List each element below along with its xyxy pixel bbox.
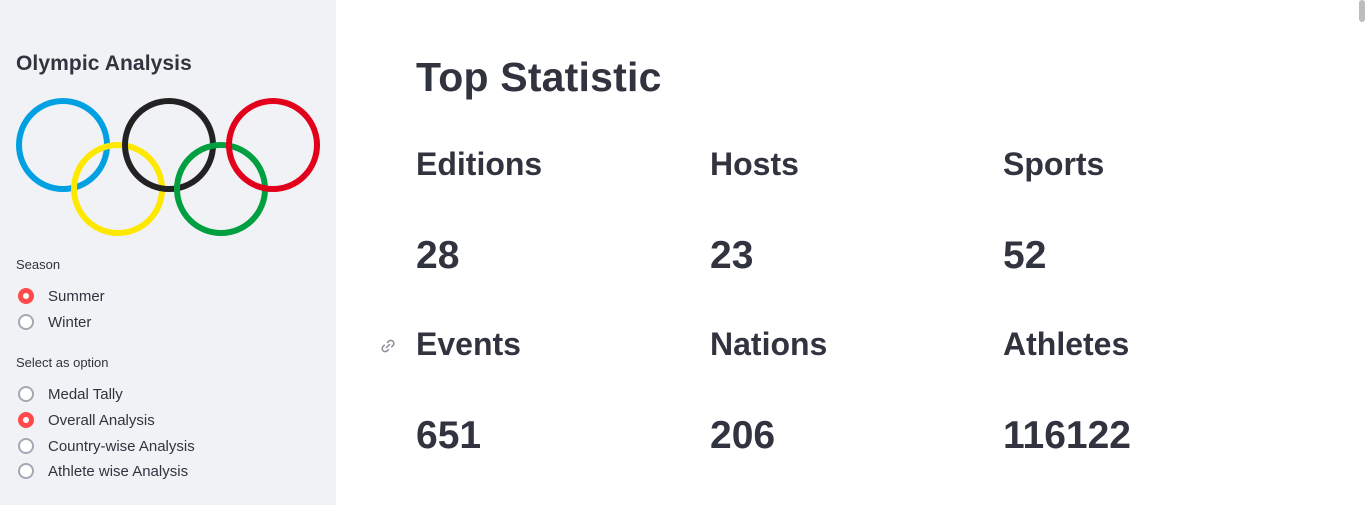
stat-value-athletes: 116122 [1003,414,1131,457]
radio-athlete-wise-circle[interactable] [18,463,34,479]
stat-label-athletes: Athletes [1003,326,1130,362]
radio-overall-analysis-circle[interactable] [18,412,34,428]
select-option-label: Select as option [16,355,109,370]
olympic-rings-icon [16,98,320,236]
ring-black [122,98,216,192]
stat-label-editions: Editions [416,146,543,182]
radio-country-wise-circle[interactable] [18,438,34,454]
page-title: Top Statistic [416,54,662,100]
stat-value-events: 651 [416,414,482,457]
radio-medal-tally-circle[interactable] [18,386,34,402]
ring-blue [16,98,110,192]
ring-green [174,142,268,236]
radio-athlete-wise-label: Athlete wise Analysis [48,462,189,480]
radio-medal-tally[interactable]: Medal Tally [18,383,123,405]
season-label: Season [16,257,61,272]
sidebar: Olympic Analysis Season Summer Winter Se… [0,0,336,505]
radio-winter-circle[interactable] [18,314,34,330]
ring-yellow [71,142,165,236]
radio-medal-tally-label: Medal Tally [48,385,123,403]
link-icon[interactable] [378,336,398,356]
radio-winter-label: Winter [48,313,92,331]
radio-summer-circle[interactable] [18,288,34,304]
stat-label-nations: Nations [710,326,828,362]
radio-summer-label: Summer [48,287,105,305]
radio-overall-analysis[interactable]: Overall Analysis [18,409,155,431]
stat-label-hosts: Hosts [710,146,799,182]
stat-value-editions: 28 [416,234,460,277]
radio-country-wise-label: Country-wise Analysis [48,437,195,455]
stat-label-events: Events [416,326,521,362]
ring-red [226,98,320,192]
stat-value-nations: 206 [710,414,776,457]
scrollbar-thumb[interactable] [1359,0,1365,22]
radio-athlete-wise[interactable]: Athlete wise Analysis [18,460,188,482]
stat-value-hosts: 23 [710,234,754,277]
radio-summer[interactable]: Summer [18,285,105,307]
radio-country-wise[interactable]: Country-wise Analysis [18,435,195,457]
radio-winter[interactable]: Winter [18,311,91,333]
scrollbar[interactable] [1358,0,1366,22]
stat-value-sports: 52 [1003,234,1047,277]
stat-label-sports: Sports [1003,146,1105,182]
sidebar-title: Olympic Analysis [16,52,192,75]
radio-overall-analysis-label: Overall Analysis [48,411,155,429]
